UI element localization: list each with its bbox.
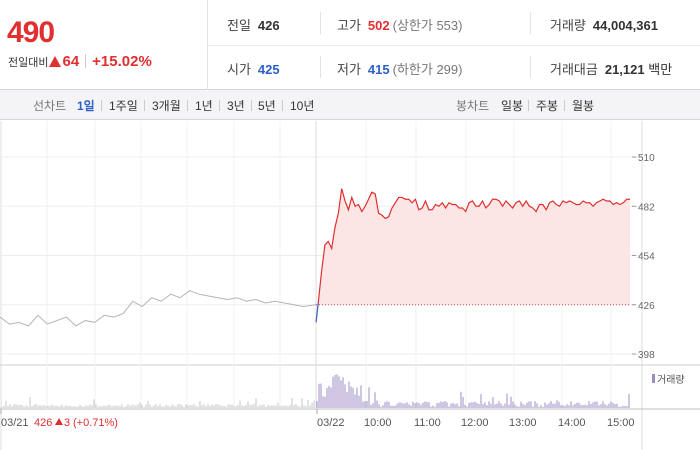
prev-close-stat: 전일 426 [227, 15, 280, 34]
x-tick-label: 10:00 [364, 417, 392, 429]
divider [101, 100, 102, 111]
change-percent: +15.02% [92, 53, 152, 70]
volume-value: 44,004,361 [592, 18, 658, 33]
x-tick-label: 03/22 [317, 417, 345, 429]
divider [530, 56, 531, 78]
prev-close-label: 전일 [227, 18, 251, 33]
tab-monthly-candle[interactable]: 월봉 [572, 99, 595, 113]
y-tick-label: 454 [638, 252, 655, 263]
price-box: 490 전일대비 64 +15.02% [0, 0, 208, 90]
volume-legend-swatch [652, 374, 655, 383]
y-tick-label: 510 [638, 153, 655, 164]
amount-stat: 거래대금 21,121 백만 [550, 59, 672, 78]
line-chart-label: 선차트 [33, 99, 67, 113]
open-stat: 시가 425 [227, 59, 280, 78]
divider [564, 100, 565, 111]
prev-day-change-label: 3 [64, 417, 70, 429]
tab-3-months[interactable]: 3개월 [152, 99, 181, 113]
up-arrow-icon [49, 56, 62, 67]
up-arrow-icon [55, 418, 63, 425]
x-tick-label: 03/21 [1, 417, 29, 429]
amount-value: 21,121 [604, 62, 645, 77]
prev-close-value: 426 [257, 18, 280, 33]
divider [320, 12, 321, 34]
change-row: 전일대비 64 +15.02% [8, 53, 152, 70]
volume-legend-label: 거래량 [657, 374, 685, 386]
current-price: 490 [7, 16, 55, 49]
tab-1-year[interactable]: 1년 [195, 99, 213, 113]
lower-limit: (하한가 299) [392, 62, 463, 77]
tab-5-years[interactable]: 5년 [258, 99, 276, 113]
x-tick-label: 13:00 [509, 417, 537, 429]
volume-label: 거래량 [550, 18, 586, 33]
open-segment [315, 302, 319, 323]
divider [85, 54, 87, 68]
divider [282, 100, 283, 111]
open-label: 시가 [227, 62, 251, 77]
divider [208, 45, 700, 46]
divider [219, 100, 220, 111]
high-label: 고가 [337, 18, 361, 33]
x-tick-label: 15:00 [607, 417, 635, 429]
divider [530, 12, 531, 34]
tab-3-years[interactable]: 3년 [227, 99, 245, 113]
tab-daily-candle[interactable]: 일봉 [501, 99, 524, 113]
y-tick-label: 482 [638, 202, 655, 213]
prev-day-close-label: 426 [34, 417, 52, 429]
amount-label: 거래대금 [550, 62, 598, 77]
price-chart: 510 482 454 426 398 거래량 03/21 03/22 10:00 11:00 12… [0, 121, 700, 450]
quote-stats: 전일 426 시가 425 고가 502 (상한가 553) 저가 415 (하한가 299… [208, 0, 700, 90]
tab-10-years[interactable]: 10년 [290, 99, 315, 113]
prev-day-pct-label: (+0.71%) [73, 417, 118, 429]
chart-period-tabs: 선차트 1일 1주일 3개월 1년 3년 5년 10년 봉차트 일봉 주봉 월봉 [0, 90, 700, 120]
price-chart-svg: 510 482 454 426 398 거래량 03/21 03/22 10:00 11:00 12… [0, 121, 700, 450]
open-value: 425 [257, 62, 280, 77]
x-tick-label: 11:00 [414, 417, 441, 429]
y-tick-label: 398 [638, 350, 655, 361]
tab-1-week[interactable]: 1주일 [109, 99, 138, 113]
candle-chart-label: 봉차트 [456, 99, 490, 113]
change-label: 전일대비 [8, 57, 49, 69]
x-tick-label: 12:00 [461, 417, 489, 429]
divider [187, 100, 188, 111]
x-tick-label: 14:00 [558, 417, 586, 429]
high-value: 502 [367, 18, 390, 33]
upper-limit: (상한가 553) [392, 18, 463, 33]
high-stat: 고가 502 (상한가 553) [337, 15, 462, 34]
tab-weekly-candle[interactable]: 주봉 [536, 99, 559, 113]
y-tick-label: 426 [638, 301, 655, 312]
amount-unit: 백만 [648, 62, 673, 77]
divider [320, 56, 321, 78]
divider [528, 100, 529, 111]
prev-day-price-line [0, 290, 317, 327]
quote-summary: 490 전일대비 64 +15.02% 전일 426 시가 425 고가 502 (상한가 … [0, 0, 700, 90]
today-price-line [317, 188, 630, 304]
volume-stat: 거래량 44,004,361 [550, 15, 658, 34]
today-price-area [316, 188, 630, 323]
divider [144, 100, 145, 111]
divider [251, 100, 252, 111]
tab-1-day[interactable]: 1일 [77, 99, 95, 113]
low-stat: 저가 415 (하한가 299) [337, 59, 462, 78]
change-value: 64 [62, 53, 80, 70]
low-label: 저가 [337, 62, 361, 77]
low-value: 415 [367, 62, 390, 77]
